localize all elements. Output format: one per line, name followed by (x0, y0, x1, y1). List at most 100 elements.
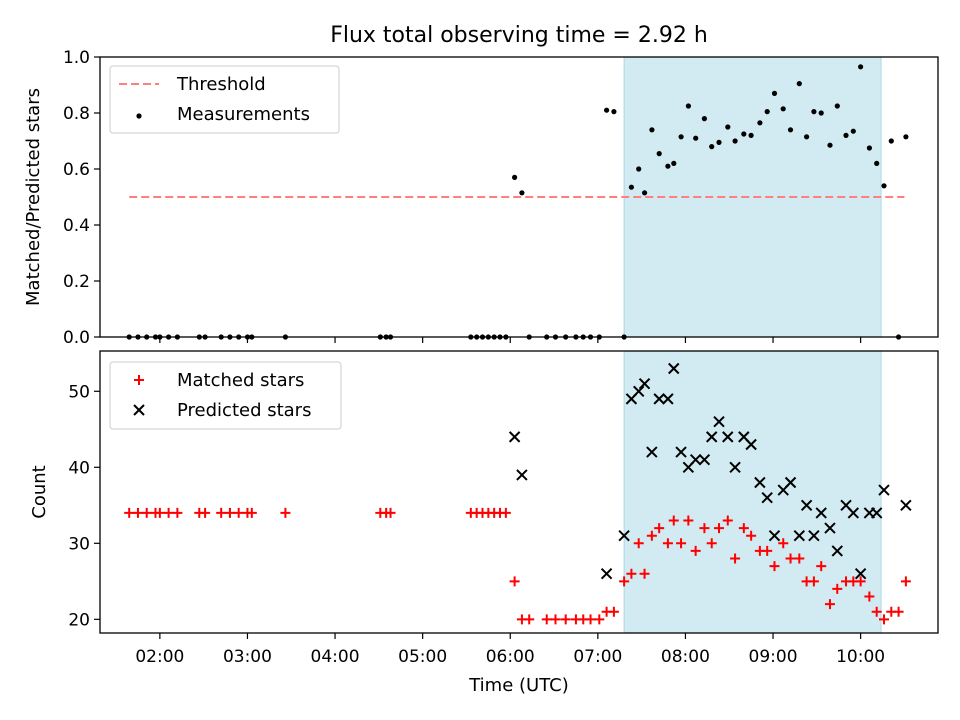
matched-star-point (200, 507, 211, 518)
predicted-star-point (713, 415, 725, 428)
bottom-axes-frame (99, 350, 939, 634)
top-yticks: 0.0 0.2 0.4 0.6 0.8 1.0 (63, 48, 100, 348)
matched-star-point (808, 576, 819, 587)
measurement-point (656, 151, 662, 157)
predicted-star-point (824, 522, 836, 534)
measurement-point (642, 190, 648, 196)
predicted-star-point (662, 393, 674, 405)
measurement-point (811, 109, 817, 115)
legend-predicted-swatch (133, 404, 145, 416)
measurement-point (628, 184, 635, 190)
matched-star-point (124, 507, 135, 518)
measurement-point (757, 120, 763, 126)
predicted-star-point (784, 476, 797, 489)
matched-star-point (722, 515, 733, 526)
matched-star-point (172, 507, 183, 518)
measurement-point (748, 132, 754, 138)
matched-star-point (706, 538, 717, 549)
measurement-point (701, 116, 708, 122)
predicted-star-point (729, 461, 741, 474)
predicted-star-point (689, 453, 702, 466)
predicted-star-point (508, 431, 521, 443)
matched-star-point (608, 606, 619, 617)
measurement-point (866, 145, 873, 151)
matched-star-point (154, 507, 165, 518)
matched-star-point (668, 515, 679, 526)
predicted-star-point (808, 529, 820, 542)
matched-star-point (524, 614, 535, 625)
predicted-star-point (516, 469, 528, 481)
measurement-point (881, 183, 887, 189)
matched-star-point (216, 507, 227, 518)
y-tick-label: 0.6 (63, 160, 90, 180)
x-tick-label: 05:00 (398, 647, 447, 667)
bottom-ylabel: Count (29, 465, 50, 518)
matched-star-point (662, 538, 673, 549)
x-tick-label: 02:00 (135, 647, 184, 667)
y-tick-label: 0.2 (63, 272, 90, 292)
top-legend-box (109, 65, 340, 134)
matched-star-point (141, 507, 152, 518)
x-tick-label: 09:00 (749, 647, 798, 667)
y-tick-label: 1.0 (63, 48, 90, 68)
matched-star-point (500, 507, 511, 518)
y-tick-label: 40 (68, 458, 90, 478)
measurement-point (741, 131, 747, 137)
matched-star-point (683, 515, 694, 526)
measurement-point (827, 142, 833, 148)
bottom-xticks: 02:00 03:00 04:00 05:00 06:00 07:00 08:00 09:00… (135, 633, 885, 667)
matched-star-point (132, 507, 143, 518)
matched-star-point (654, 523, 665, 534)
chart-title: Flux total observing time = 2.92 h (330, 23, 708, 48)
predicted-star-point (800, 499, 813, 512)
matched-star-point (509, 576, 520, 587)
matched-star-point (746, 530, 757, 541)
measurement-point (649, 127, 655, 133)
measurement-point (671, 160, 677, 166)
measurement-point (804, 134, 810, 140)
x-tick-label: 04:00 (311, 647, 360, 667)
measurement-point (858, 64, 864, 70)
matched-star-point (594, 614, 605, 625)
measurement-point (519, 190, 525, 196)
measurement-point (843, 132, 849, 138)
predicted-star-point (668, 362, 680, 375)
matched-star-point (560, 614, 571, 625)
measurement-point (874, 160, 880, 166)
predicted-star-point (854, 568, 867, 580)
matched-star-point (864, 591, 875, 602)
measurement-point (732, 138, 738, 144)
x-tick-label: 10:00 (836, 647, 885, 667)
matched-star-point (619, 576, 630, 587)
measurement-point (709, 144, 715, 150)
measurement-point (888, 138, 894, 144)
measurement-point (834, 103, 840, 109)
matched-star-point (794, 553, 805, 564)
matched-star-point (699, 523, 710, 534)
matched-star-point (816, 561, 827, 572)
predicted-star-point (768, 529, 781, 542)
x-tick-label: 06:00 (486, 647, 535, 667)
measurement-point (771, 90, 778, 96)
measurement-point (611, 109, 617, 115)
y-tick-label: 20 (68, 610, 90, 630)
top-axes-frame (99, 56, 939, 338)
bottom-marks (124, 362, 912, 625)
legend-matched-label: Matched stars (177, 370, 304, 391)
top-xticks (159, 337, 862, 343)
predicted-star-point (698, 453, 711, 466)
predicted-star-point (754, 476, 766, 489)
predicted-star-point (706, 431, 718, 443)
matched-star-point (676, 538, 687, 549)
bottom-yticks: 20 30 40 50 (68, 382, 100, 630)
predicted-star-point (878, 484, 890, 496)
matched-star-point (832, 583, 843, 594)
measurement-point (818, 110, 824, 116)
predicted-star-point (761, 491, 773, 504)
measurement-point (693, 135, 699, 141)
legend-measurements-swatch (136, 113, 142, 119)
matched-star-point (585, 614, 596, 625)
measurement-point (685, 103, 692, 109)
legend-predicted-label: Predicted stars (177, 400, 311, 421)
